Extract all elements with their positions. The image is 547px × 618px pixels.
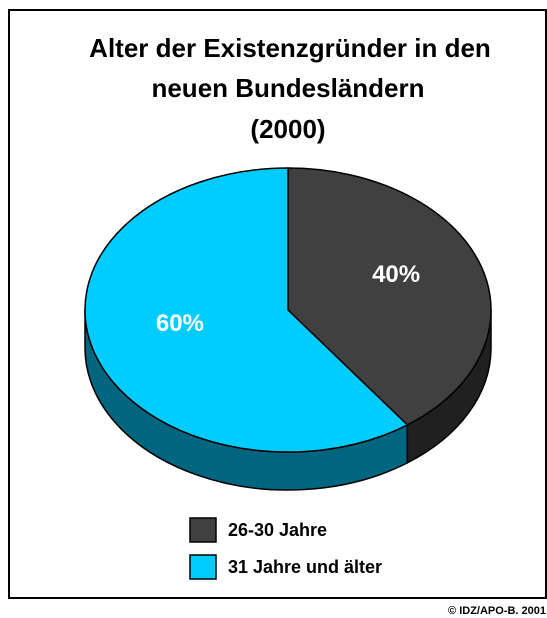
chart-title: neuen Bundesländern: [151, 73, 424, 103]
source: © IDZ/APO-B. 2001: [448, 605, 546, 617]
chart-title: Alter der Existenzgründer in den: [89, 33, 491, 63]
chart-title: (2000): [250, 114, 325, 144]
data-label: 60%: [156, 310, 204, 337]
legend-label: 31 Jahre und älter: [228, 557, 382, 577]
slice: [287, 167, 492, 426]
legend-swatch: [189, 517, 217, 543]
slice: [84, 167, 409, 453]
data-label: 40%: [372, 261, 420, 288]
legend-swatch: [189, 554, 217, 580]
legend-label: 26-30 Jahre: [228, 520, 327, 540]
